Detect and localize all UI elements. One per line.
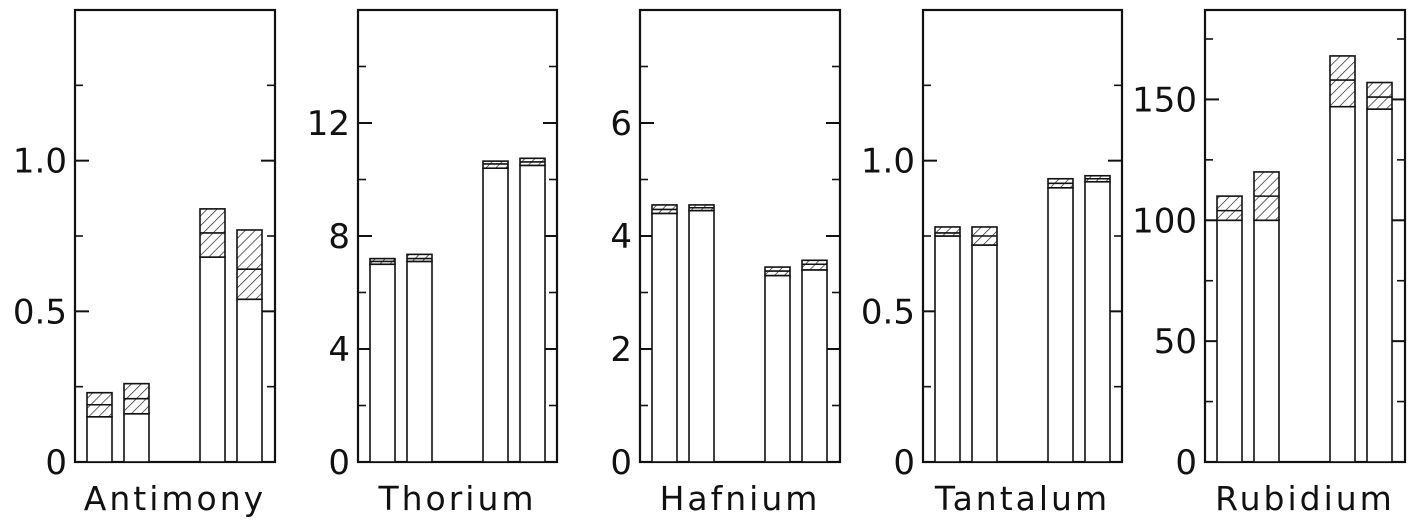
bar <box>369 257 396 463</box>
y-tick-label: 8 <box>328 217 350 257</box>
y-tick-label: 4 <box>328 330 350 370</box>
bar-error-range <box>1329 55 1356 108</box>
bar-error-range <box>236 229 263 301</box>
y-tick-label: 6 <box>610 104 632 144</box>
bar <box>123 382 150 463</box>
bar-error-range <box>1216 195 1243 222</box>
panel-label: Tantalum <box>934 479 1110 518</box>
bar <box>86 391 113 463</box>
y-tick-label: 2 <box>610 330 632 370</box>
y-tick-label: 1.0 <box>13 142 67 182</box>
bar-body <box>1084 180 1111 463</box>
bar-body <box>1329 105 1356 463</box>
bar <box>688 204 715 463</box>
bar <box>1216 195 1243 463</box>
y-tick-label: 0 <box>610 443 632 483</box>
bar-body <box>236 298 263 463</box>
bar-body <box>199 256 226 463</box>
bar-body <box>519 164 546 463</box>
bar-body <box>482 167 509 463</box>
y-tick-label: 50 <box>1154 322 1197 362</box>
bar <box>1084 174 1111 463</box>
y-tick-label: 100 <box>1132 201 1197 241</box>
bar <box>519 157 546 463</box>
y-tick-label: 1.0 <box>861 142 915 182</box>
bar <box>764 266 791 463</box>
y-tick-label: 0 <box>328 443 350 483</box>
bar <box>1253 171 1280 463</box>
y-tick-label: 4 <box>610 217 632 257</box>
bar-body <box>764 274 791 463</box>
bar-error-range <box>934 226 961 237</box>
bar-error-range <box>801 259 828 271</box>
bar-body <box>971 244 998 463</box>
panel-frame <box>1203 8 1407 464</box>
bar-body <box>1047 186 1074 463</box>
y-tick-label: 0.5 <box>861 292 915 332</box>
bar-body <box>688 209 715 463</box>
panel-label: Antimony <box>84 479 266 518</box>
bar <box>1329 55 1356 463</box>
panel-hafnium: 0 2 4 6 Hafnium <box>610 8 842 518</box>
y-tick-label: 0 <box>1175 443 1197 483</box>
bar-body <box>651 212 678 463</box>
bar <box>651 204 678 463</box>
bar <box>236 229 263 463</box>
bar-body <box>1216 219 1243 463</box>
panel-antimony: 0 0.5 1.0 Antimony <box>13 8 277 518</box>
bar <box>934 226 961 463</box>
panel-label: Hafnium <box>660 479 821 518</box>
bar-body <box>406 260 433 463</box>
panel-tantalum: 0 0.5 1.0 Tantalum <box>861 8 1124 518</box>
bar-body <box>1253 219 1280 463</box>
bar <box>406 253 433 463</box>
y-tick-label: 0 <box>45 443 67 483</box>
bar <box>801 259 828 463</box>
panel-thorium: 0 4 8 12 Thorium <box>307 8 559 518</box>
bar-error-range <box>1366 81 1393 110</box>
bar <box>1047 177 1074 463</box>
y-tick-label: 0 <box>893 443 915 483</box>
bar-body <box>934 235 961 463</box>
y-tick-label: 12 <box>307 104 350 144</box>
panel-rubidium: 0 50 100 150 Rubidium <box>1132 8 1407 518</box>
panel-label: Rubidium <box>1215 479 1395 518</box>
bar-body <box>1366 108 1393 463</box>
bar <box>1366 81 1393 463</box>
bar-body <box>123 412 150 463</box>
bar <box>971 226 998 463</box>
bar <box>199 208 226 463</box>
bar-body <box>86 415 113 463</box>
bar <box>482 160 509 463</box>
panel-label: Thorium <box>377 479 536 518</box>
y-tick-label: 0.5 <box>13 292 67 332</box>
y-tick-label: 150 <box>1132 80 1197 120</box>
bar-body <box>369 263 396 463</box>
bar-body <box>801 269 828 463</box>
